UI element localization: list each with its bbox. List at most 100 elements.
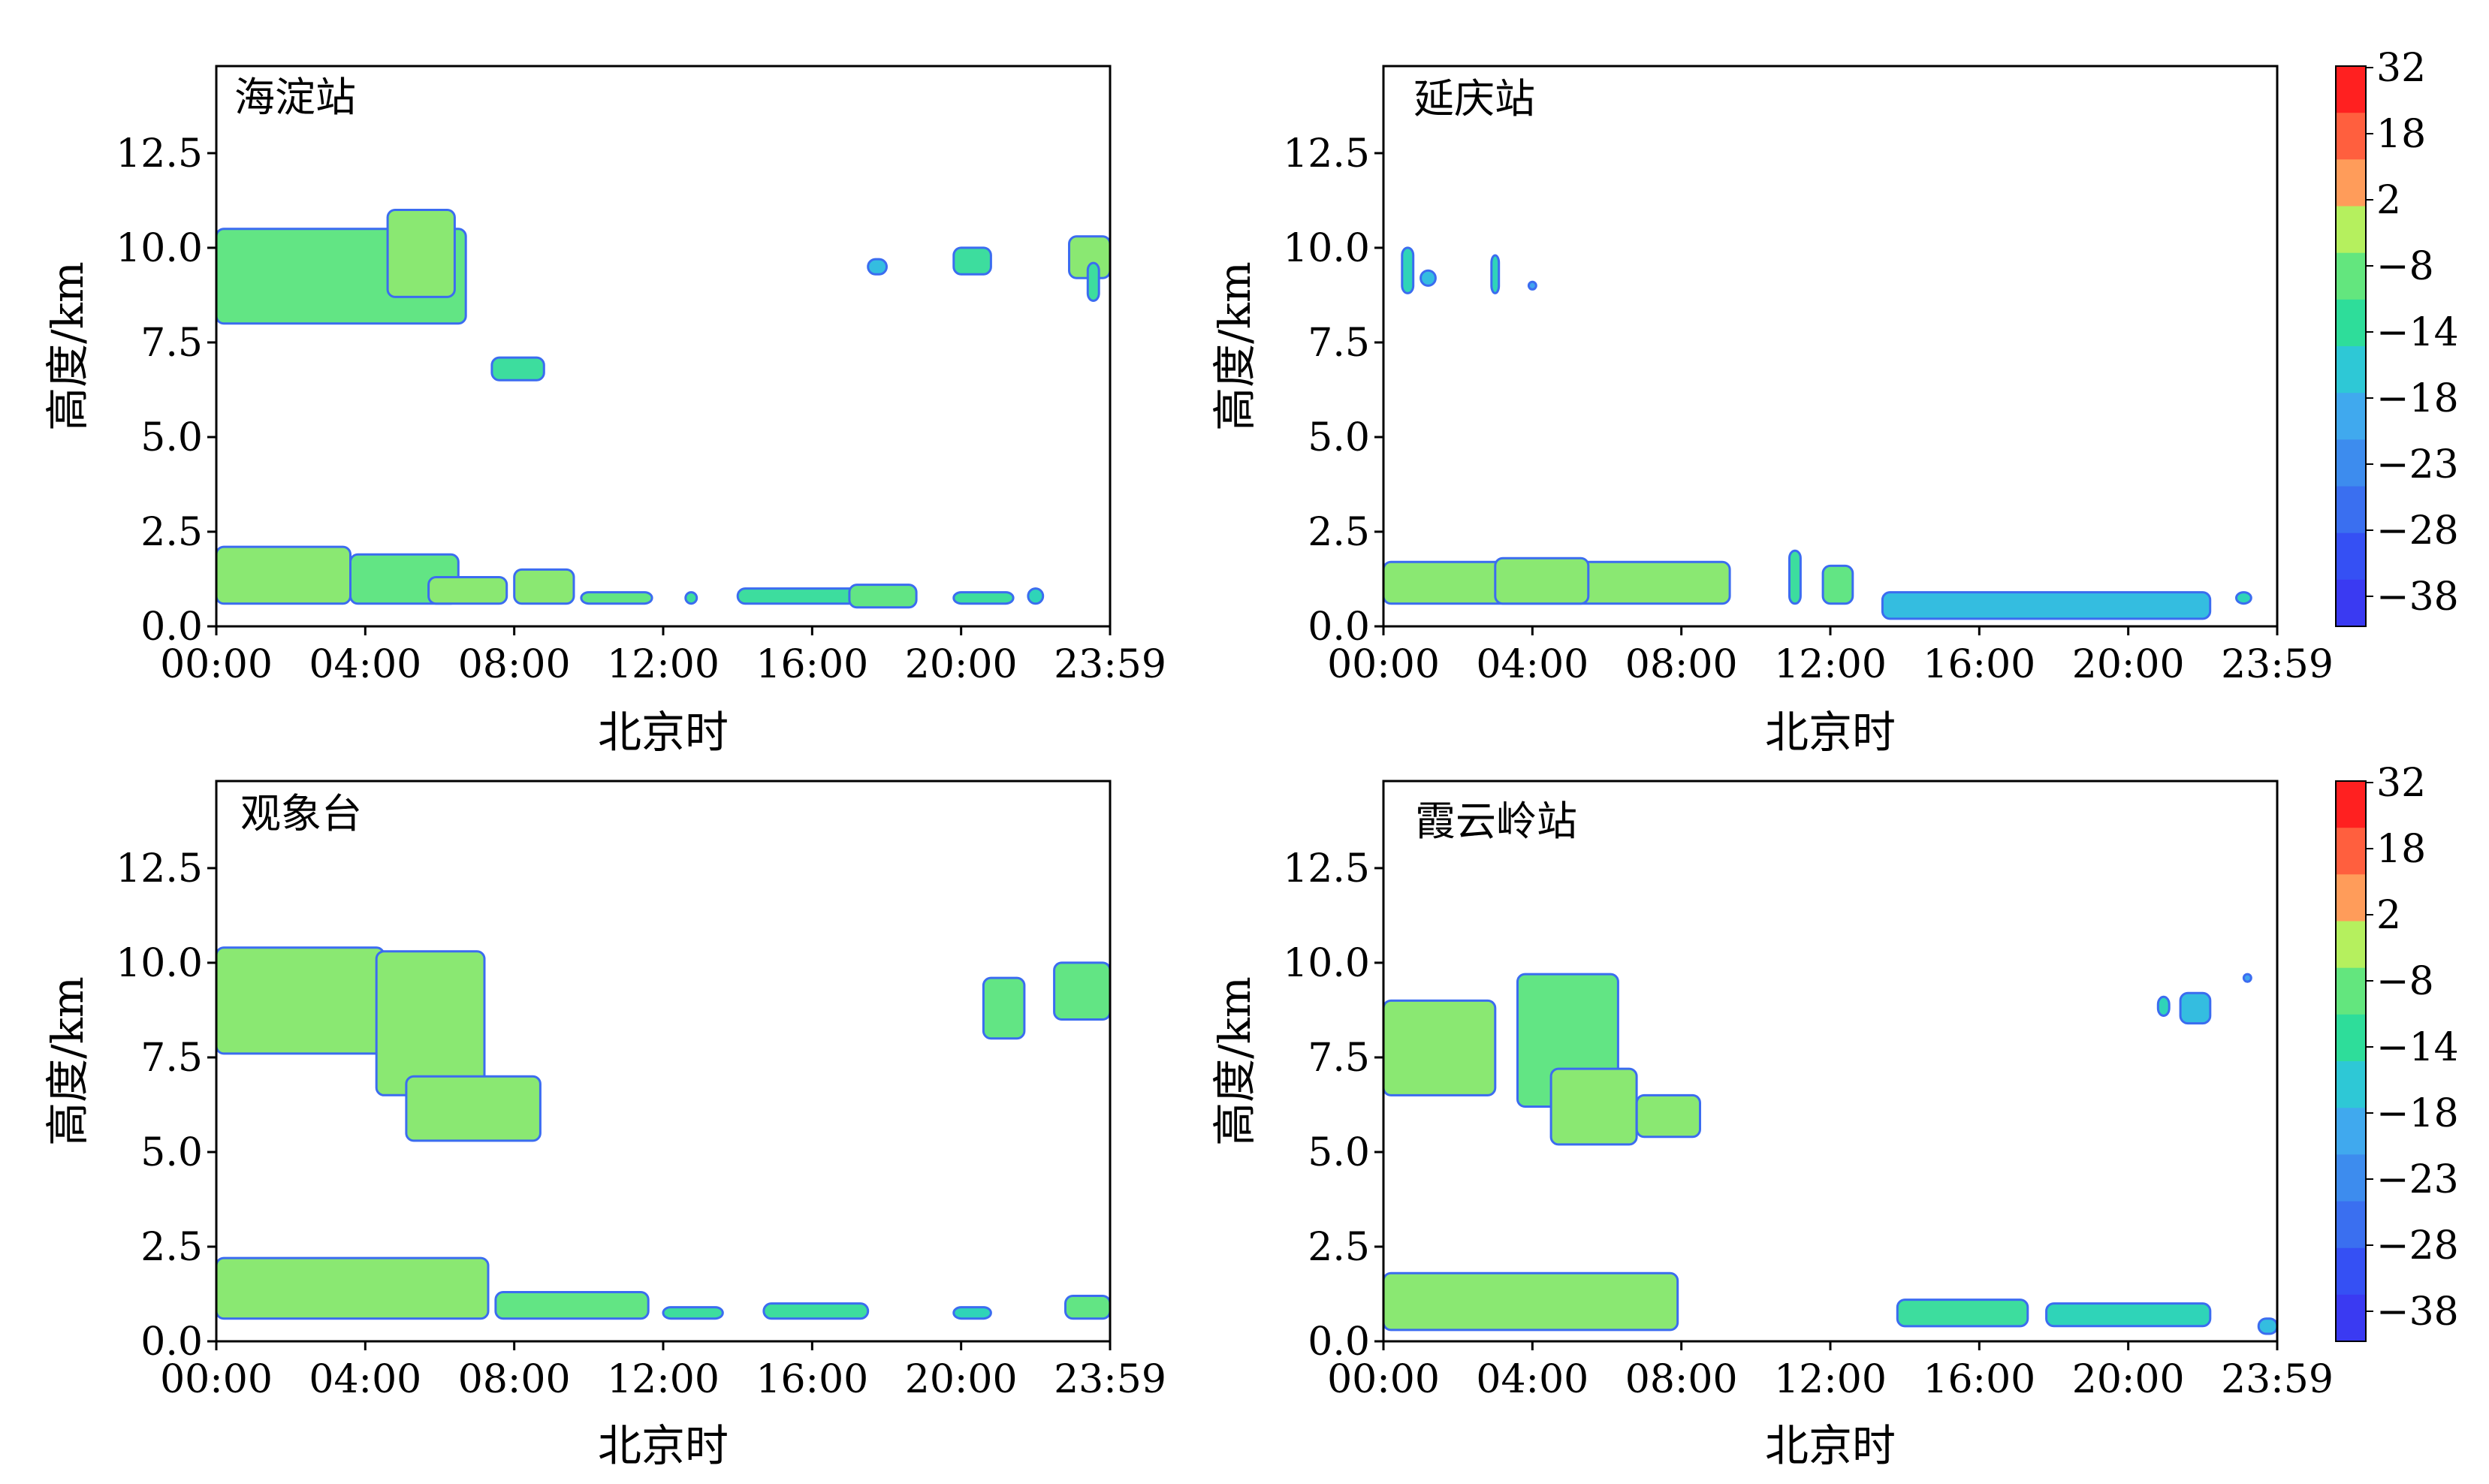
colorbar-band	[2336, 206, 2366, 254]
colorbar-frame	[2335, 780, 2367, 1342]
x-axis-title: 北京时	[1765, 707, 1896, 758]
echo-region	[1419, 269, 1437, 287]
x-tick-label: 00:00	[1327, 1357, 1440, 1402]
echo-region	[952, 1306, 992, 1320]
echo-region	[1635, 1093, 1701, 1139]
colorbar-tick-label: −28	[2376, 1223, 2459, 1268]
echo-region	[1896, 1298, 2029, 1328]
echo-region	[2156, 995, 2171, 1018]
echo-region	[1086, 261, 1100, 303]
x-axis-title: 北京时	[598, 1420, 729, 1471]
y-tick-label: 7.5	[140, 321, 203, 366]
station-label: 延庆站	[1413, 75, 1535, 122]
y-axis-title: 高度/km	[42, 261, 93, 431]
x-tick-label: 00:00	[160, 642, 273, 687]
echo-region	[405, 1075, 542, 1142]
x-tick-label: 04:00	[309, 642, 421, 687]
colorbar-bottom: 32 18 2 −8 −14 −18 −23 −28 −38	[2335, 761, 2459, 1342]
x-tick-label: 20:00	[905, 1357, 1018, 1402]
echo-region	[952, 246, 992, 276]
x-tick-label: 08:00	[458, 642, 571, 687]
x-tick-label: 08:00	[1625, 1357, 1738, 1402]
y-tick-label: 7.5	[1308, 321, 1370, 366]
y-axis-title: 高度/km	[1209, 261, 1260, 431]
echo-region	[494, 1291, 650, 1320]
y-tick-label: 0.0	[1308, 605, 1370, 650]
chart-panel-haidian: 00:00 04:00 08:00 12:00 16:00 20:00 23:59 0.0 2.…	[42, 65, 1166, 758]
colorbar-tick-label: −23	[2376, 442, 2459, 487]
plot-frame	[215, 65, 1112, 628]
echo-region	[513, 568, 575, 605]
echo-region	[490, 356, 545, 382]
y-tick-label: 5.0	[1308, 1130, 1370, 1175]
colorbar-tick-label: −38	[2376, 1289, 2459, 1335]
colorbar-band	[2336, 1108, 2366, 1155]
colorbar-band	[2336, 1014, 2366, 1062]
colorbar-band	[2336, 1247, 2366, 1295]
colorbar-tick-label: −18	[2376, 1091, 2459, 1136]
x-tick-label: 12:00	[607, 1357, 720, 1402]
colorbar-band	[2336, 159, 2366, 207]
x-tick-label: 08:00	[458, 1357, 571, 1402]
colorbar-tick-label: −8	[2376, 959, 2434, 1004]
x-tick-label: 16:00	[1923, 642, 2035, 687]
colorbar-band	[2336, 1154, 2366, 1202]
x-tick-label: 20:00	[2072, 642, 2185, 687]
x-tick-label: 04:00	[1476, 642, 1588, 687]
echo-region	[386, 209, 456, 298]
colorbar-band	[2336, 66, 2366, 113]
chart-panel-xiayunling: 00:00 04:00 08:00 12:00 16:00 20:00 23:59 0.0 2.…	[1209, 780, 2334, 1471]
y-tick-label: 12.5	[116, 131, 203, 176]
plot-frame	[1382, 65, 2279, 628]
echo-region	[1490, 254, 1501, 294]
y-tick-label: 2.5	[1308, 1225, 1370, 1270]
colorbar-band	[2336, 1294, 2366, 1342]
x-tick-label: 20:00	[905, 642, 1018, 687]
echo-region	[736, 587, 866, 605]
echo-region	[662, 1306, 724, 1320]
echo-region	[867, 258, 888, 276]
x-tick-label: 20:00	[2072, 1357, 2185, 1402]
chart-panel-guanxiangtai: 00:00 04:00 08:00 12:00 16:00 20:00 23:59 0.0 2.…	[42, 780, 1166, 1471]
colorbar-tick-label: 18	[2376, 112, 2426, 157]
echo-region	[1881, 591, 2212, 620]
x-tick-label: 16:00	[756, 642, 868, 687]
colorbar-tick-label: −18	[2376, 376, 2459, 421]
station-label: 观象台	[240, 790, 362, 837]
x-tick-label: 12:00	[1774, 1357, 1887, 1402]
echo-region	[848, 584, 918, 609]
x-tick-label: 04:00	[1476, 1357, 1588, 1402]
x-tick-label: 23:59	[1054, 1357, 1166, 1402]
y-tick-label: 12.5	[1283, 131, 1370, 176]
echo-region	[952, 591, 1015, 605]
echo-region	[1383, 999, 1497, 1096]
x-axis-title: 北京时	[1765, 1420, 1896, 1471]
echo-region	[1788, 549, 1802, 605]
echo-region	[1549, 1067, 1638, 1146]
colorbar-band	[2336, 532, 2366, 581]
station-label: 海淀站	[234, 74, 356, 121]
colorbar-band	[2336, 113, 2366, 160]
colorbar-band	[2336, 579, 2366, 627]
echo-region	[216, 1256, 490, 1320]
echo-region	[1821, 564, 1854, 605]
colorbar-tick-label: −8	[2376, 244, 2434, 289]
echo-layer	[1383, 973, 2277, 1335]
colorbar-tick-label: 2	[2376, 893, 2401, 938]
colorbar-tick-label: −14	[2376, 310, 2459, 355]
axis-ticks: 00:00 04:00 08:00 12:00 16:00 20:00 23:59 0.0 2.…	[1283, 131, 2334, 687]
echo-region	[1383, 1271, 1679, 1332]
y-axis-title: 高度/km	[1209, 976, 1260, 1146]
echo-layer	[216, 946, 1110, 1320]
y-tick-label: 7.5	[1308, 1036, 1370, 1081]
y-axis-title: 高度/km	[42, 976, 93, 1146]
colorbar-tick-label: −23	[2376, 1157, 2459, 1202]
echo-region	[216, 545, 351, 605]
y-tick-label: 0.0	[140, 1320, 203, 1365]
x-tick-label: 23:59	[2221, 1357, 2334, 1402]
y-tick-label: 0.0	[140, 605, 203, 650]
colorbar-tick-label: −28	[2376, 508, 2459, 553]
colorbar-top: 32 18 2 −8 −14 −18 −23 −28 −38	[2335, 46, 2459, 627]
x-tick-label: 23:59	[1054, 642, 1166, 687]
